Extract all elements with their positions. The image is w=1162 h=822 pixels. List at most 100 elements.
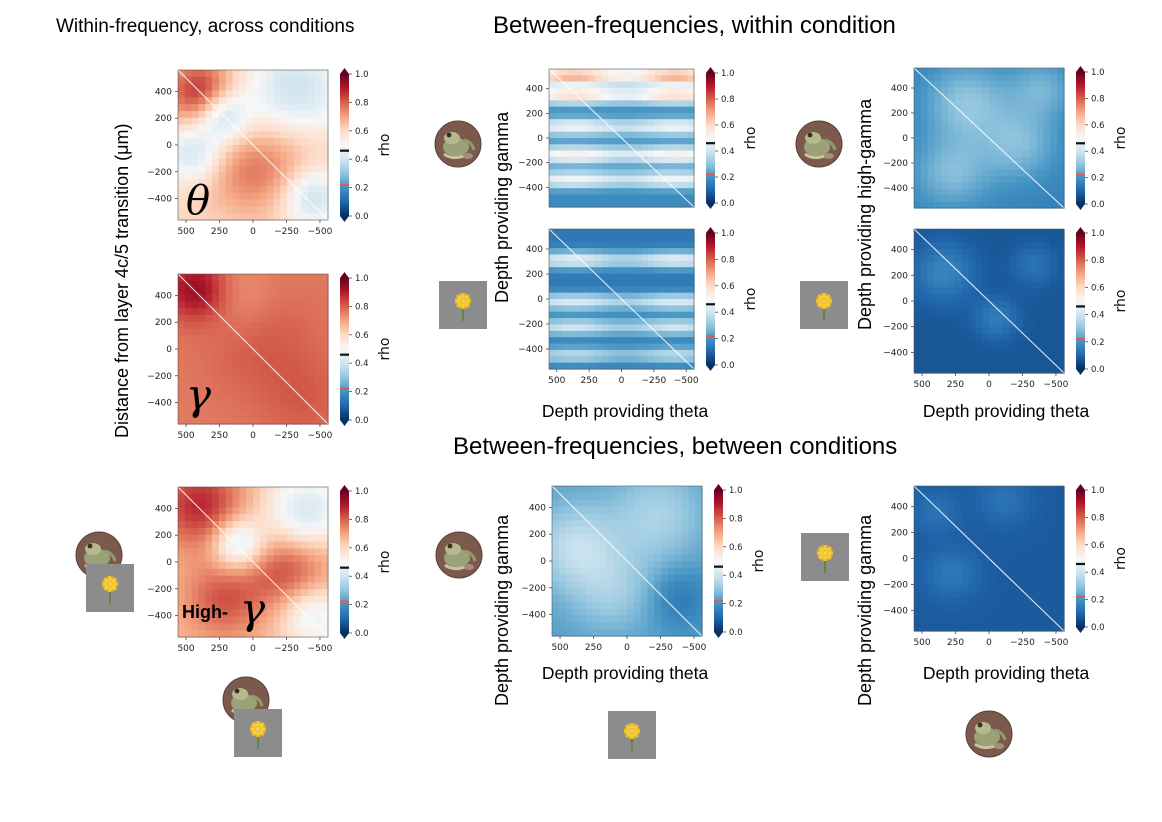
heatmap-cell bbox=[606, 595, 614, 603]
heatmap-cell bbox=[307, 274, 315, 282]
heatmap-cell bbox=[575, 188, 583, 196]
heatmap-cell bbox=[549, 318, 557, 326]
heatmap-cell bbox=[568, 311, 576, 319]
heatmap-cell bbox=[552, 554, 560, 562]
heatmap-cell bbox=[995, 545, 1004, 553]
heatmap-cell bbox=[628, 330, 636, 338]
heatmap-cell bbox=[1043, 294, 1051, 302]
heatmap-cell bbox=[1050, 112, 1058, 120]
heatmap-cell bbox=[273, 500, 281, 509]
heatmap-cell bbox=[681, 533, 689, 542]
heatmap-cell bbox=[273, 589, 281, 597]
heatmap-cell bbox=[314, 527, 322, 536]
heatmap-cell bbox=[687, 337, 695, 345]
heatmap-cell bbox=[920, 505, 929, 513]
heatmap-cell bbox=[920, 624, 929, 632]
heatmap-cell bbox=[307, 609, 315, 618]
heatmap-cell bbox=[205, 199, 213, 207]
heatmap-cell bbox=[558, 540, 567, 548]
heatmap-cell bbox=[225, 328, 234, 336]
heatmap-cell bbox=[565, 622, 574, 630]
heatmap-cell bbox=[581, 273, 590, 281]
heatmap-cell bbox=[982, 578, 990, 586]
heatmap-cell bbox=[191, 541, 200, 549]
heatmap-cell bbox=[293, 383, 302, 391]
heatmap-cell bbox=[178, 151, 186, 160]
heatmap-cell bbox=[647, 181, 656, 189]
heatmap-cell bbox=[579, 595, 587, 603]
heatmap-cell bbox=[218, 76, 227, 85]
heatmap-cell bbox=[1036, 99, 1045, 107]
heatmap-cell bbox=[198, 280, 206, 289]
heatmap-cell bbox=[273, 514, 281, 522]
heatmap-cell bbox=[620, 540, 628, 548]
heatmap-cell bbox=[975, 176, 983, 184]
heatmap-cell bbox=[641, 125, 649, 133]
heatmap-cell bbox=[218, 541, 227, 549]
heatmap-cell bbox=[621, 194, 629, 202]
heatmap-cell bbox=[307, 90, 315, 98]
heatmap-cell bbox=[1029, 591, 1038, 599]
heatmap-cell bbox=[300, 280, 309, 289]
heatmap-cell bbox=[920, 274, 929, 282]
heatmap-cell bbox=[314, 301, 322, 309]
heatmap-cell bbox=[634, 356, 642, 364]
heatmap-cell bbox=[975, 340, 983, 348]
colorbar-tick-label: 0.2 bbox=[721, 173, 735, 183]
heatmap-cell bbox=[948, 93, 956, 101]
heatmap-cell bbox=[608, 188, 616, 196]
x-tick-label: 500 bbox=[177, 227, 194, 237]
heatmap-cell bbox=[961, 281, 970, 289]
flower-thumbnail bbox=[439, 281, 487, 329]
heatmap-cell bbox=[661, 533, 669, 542]
heatmap-cell bbox=[975, 327, 983, 335]
heatmap-cell bbox=[661, 526, 669, 535]
heatmap-cell bbox=[1009, 150, 1017, 158]
heatmap-cell bbox=[927, 604, 936, 612]
heatmap-cell bbox=[961, 512, 970, 520]
heatmap-cell bbox=[1002, 169, 1011, 177]
heatmap-cell bbox=[1050, 144, 1058, 152]
heatmap-cell bbox=[273, 383, 281, 391]
heatmap-cell bbox=[314, 500, 322, 509]
heatmap-cell bbox=[232, 308, 240, 316]
heatmap-cell bbox=[920, 578, 929, 586]
heatmap-cell bbox=[621, 279, 629, 287]
heatmap-cell bbox=[601, 200, 609, 208]
heatmap-cell bbox=[266, 500, 275, 509]
heatmap-cell bbox=[961, 340, 970, 348]
heatmap-cell bbox=[634, 279, 642, 287]
heatmap-cell bbox=[954, 195, 963, 203]
heatmap-cell bbox=[314, 616, 322, 624]
heatmap-cell bbox=[218, 582, 227, 590]
colorbar-label: rho bbox=[743, 127, 759, 150]
heatmap-cell bbox=[1043, 274, 1051, 282]
heatmap-cell bbox=[280, 369, 288, 377]
heatmap-cell bbox=[948, 188, 956, 196]
heatmap-cell bbox=[273, 623, 281, 631]
heatmap-cell bbox=[927, 125, 936, 133]
heatmap-cell bbox=[191, 623, 200, 631]
heatmap-cell bbox=[225, 417, 234, 425]
heatmap-cell bbox=[989, 287, 997, 296]
heatmap-cell bbox=[661, 520, 669, 528]
heatmap-cell bbox=[601, 318, 609, 326]
heatmap-cell bbox=[628, 150, 636, 158]
heatmap-cell bbox=[280, 90, 288, 98]
heatmap-cell bbox=[1009, 486, 1017, 494]
heatmap-cell bbox=[661, 188, 669, 196]
heatmap-cell bbox=[989, 505, 997, 513]
heatmap-cell bbox=[568, 273, 576, 281]
heatmap-cell bbox=[687, 324, 695, 332]
heatmap-cell bbox=[975, 611, 983, 619]
heatmap-cell bbox=[259, 609, 268, 618]
heatmap-cell bbox=[225, 396, 234, 405]
heatmap-cell bbox=[549, 119, 557, 127]
heatmap-cell bbox=[280, 355, 288, 364]
heatmap-cell bbox=[259, 314, 268, 323]
heatmap-cell bbox=[575, 241, 583, 249]
heatmap-cell bbox=[266, 90, 275, 98]
heatmap-cell bbox=[232, 548, 240, 556]
heatmap-cell bbox=[995, 346, 1004, 354]
heatmap-cell bbox=[239, 514, 247, 522]
